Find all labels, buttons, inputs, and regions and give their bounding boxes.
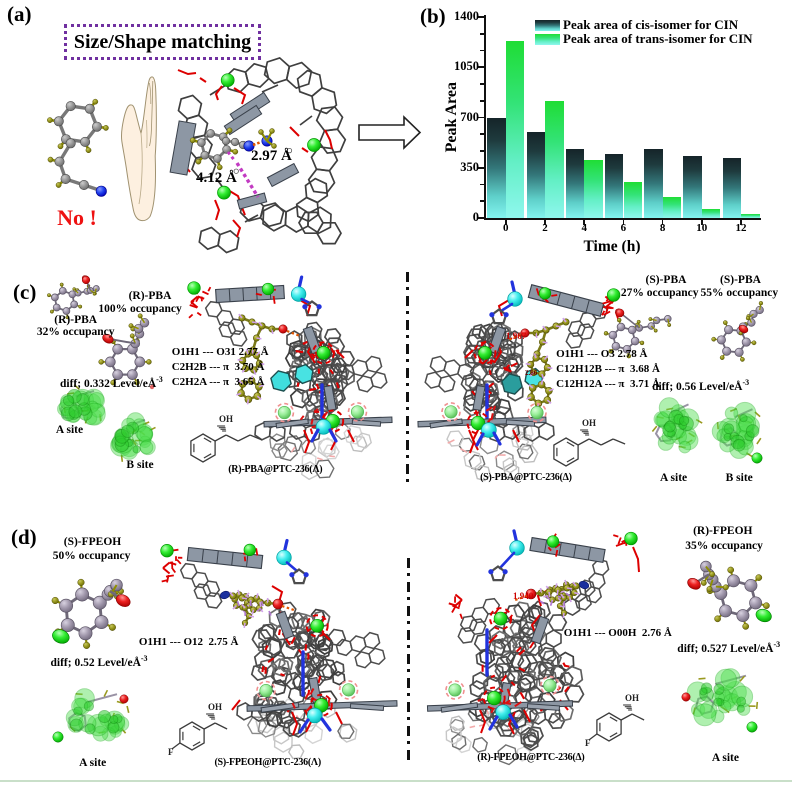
svg-text:F: F [585,738,591,748]
svg-text:OH: OH [625,693,639,703]
svg-text:OH: OH [582,418,596,428]
svg-text:OH: OH [208,702,222,712]
svg-text:F: F [168,747,174,757]
svg-text:OH: OH [219,414,233,424]
